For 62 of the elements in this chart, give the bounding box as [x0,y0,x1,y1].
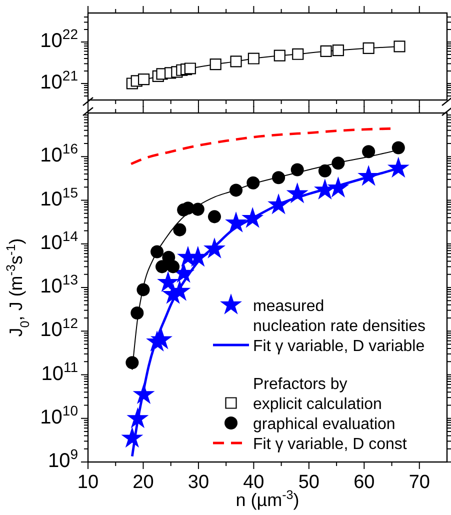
legend-label: explicit calculation [253,396,382,413]
y-tick-label: 10$^{12}$ [40,315,78,342]
point [126,356,139,370]
point [290,163,304,176]
annotation: Prefactors by [253,376,348,393]
y-tick-label: 10$^{16}$ [40,140,78,167]
point [138,74,150,86]
point [327,176,350,198]
x-tick-label: 60 [354,472,375,493]
point [268,193,290,214]
legend-label: measured nucleation rate densities [253,298,426,335]
point [230,184,243,197]
point [320,45,332,57]
legend-label: graphical evaluation [253,416,396,433]
point [166,260,180,274]
point [150,328,172,350]
y-tick-label: 10$^{22}$ [40,26,78,52]
point [130,306,144,320]
y-tick-label: 10$^{15}$ [40,184,78,210]
point [225,212,248,232]
y-tick-label: 10$^{21}$ [40,67,78,94]
point [246,176,260,190]
point [362,145,376,158]
point [387,156,410,178]
point [292,48,304,60]
x-tick-label: 30 [188,472,210,493]
x-tick-label: 50 [298,472,320,493]
point [332,44,344,56]
x-tick-label: 10 [77,472,99,493]
point [286,182,308,204]
point [132,383,155,404]
point [242,207,264,228]
y-tick-label: 10$^{11}$ [41,358,78,385]
point [318,164,332,178]
legend-label: Fit γ variable, D variable [253,338,425,355]
point [173,223,186,236]
point [136,283,150,296]
point [210,58,222,70]
x-tick-label: 70 [408,472,430,493]
y-tick-label: 10$^{10}$ [40,402,78,428]
point [184,62,196,74]
point [394,40,406,52]
point [168,280,191,301]
point [248,52,260,64]
point [208,210,221,224]
point [150,245,164,258]
point [121,426,144,448]
point [157,270,180,292]
point [332,156,345,170]
point [203,238,226,258]
y-tick-label: 10$^{9}$ [48,446,78,472]
legend-label: Fit γ variable, D const [253,436,408,453]
point [230,56,242,68]
point [392,141,405,154]
point [272,171,286,184]
point [191,202,204,216]
point [274,50,286,62]
y-tick-label: 10$^{14}$ [40,228,78,254]
y-tick-label: 10$^{13}$ [40,272,78,298]
x-tick-label: 20 [132,472,154,493]
point [362,42,374,54]
point [126,407,149,428]
